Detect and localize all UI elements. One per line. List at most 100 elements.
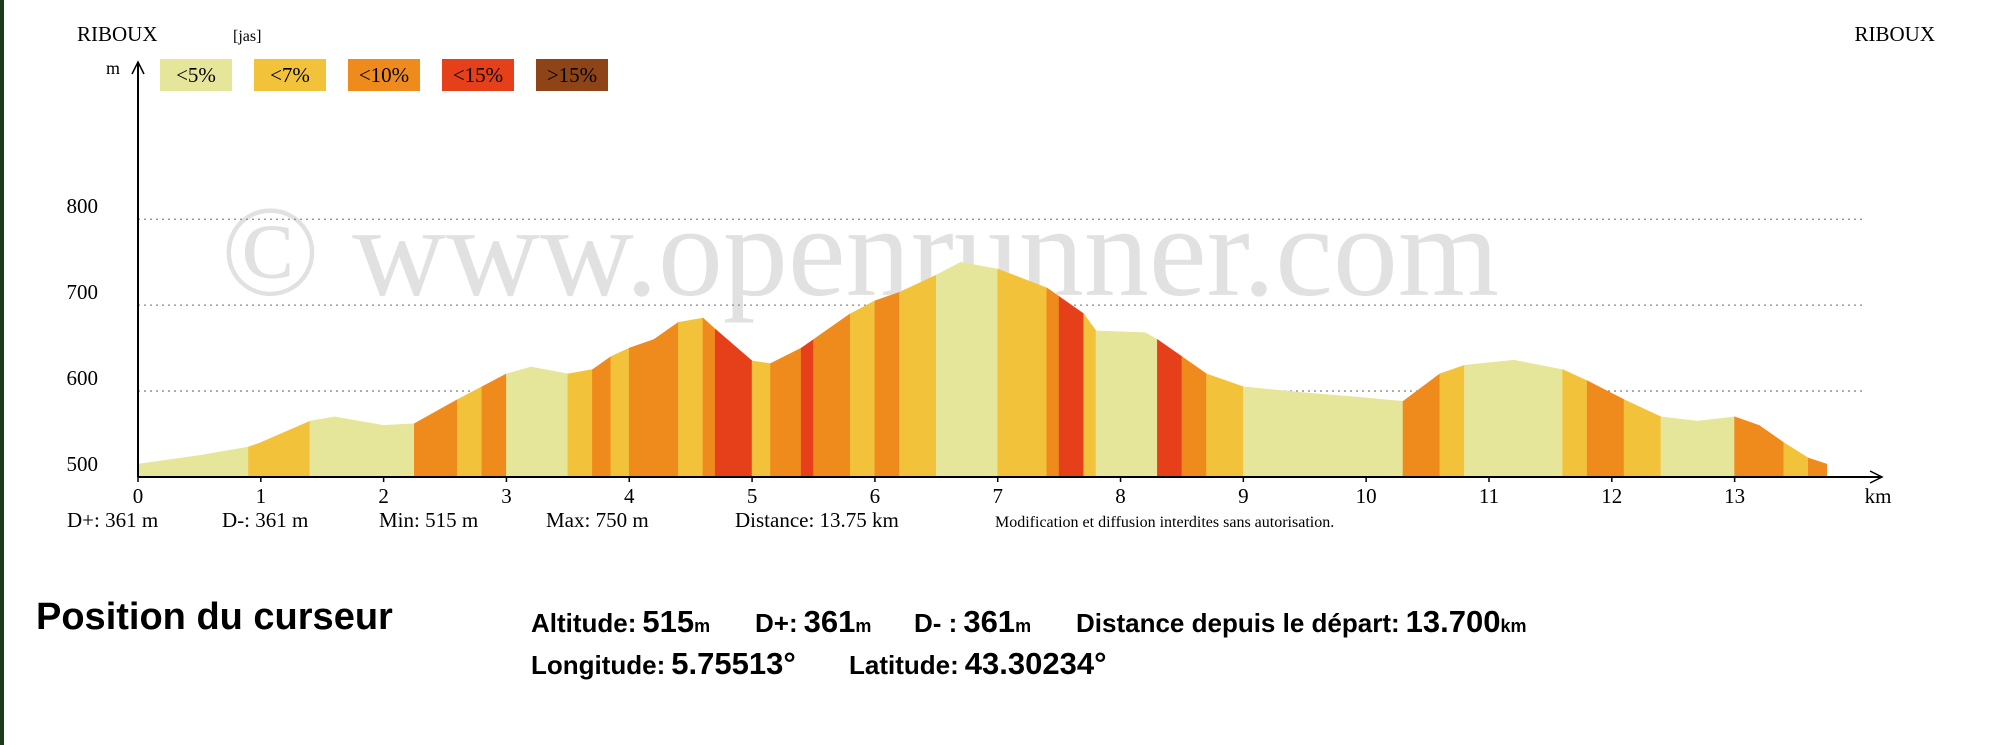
stat: D-: 361 m xyxy=(222,508,308,532)
cursor-title: Position du curseur xyxy=(36,596,393,638)
stat: Min: 515 m xyxy=(379,508,478,532)
slope-segment xyxy=(457,386,483,478)
field-value: 515 xyxy=(642,604,695,639)
slope-segment xyxy=(960,261,999,478)
notice: Modification et diffusion interdites san… xyxy=(995,514,1334,531)
legend-swatch xyxy=(254,59,326,91)
x-tick-label: 12 xyxy=(1601,484,1622,508)
legend-label: <7% xyxy=(270,63,310,87)
field-value: 13.700 xyxy=(1405,604,1501,639)
slope-segment xyxy=(1562,369,1588,478)
slope-segment xyxy=(1464,359,1514,478)
slope-segment xyxy=(610,347,630,478)
cursor-field: D- :361m xyxy=(914,604,1031,640)
cursor-field: Latitude: 43.30234° xyxy=(849,646,1106,682)
legend-label: <10% xyxy=(359,63,409,87)
slope-segment xyxy=(530,366,569,478)
slope-segment xyxy=(1513,359,1563,478)
x-tick-label: 3 xyxy=(501,484,512,508)
slope-segment xyxy=(1402,373,1441,478)
cursor-field: Distance depuis le départ: 13.700km xyxy=(1076,604,1527,640)
slope-segment xyxy=(628,339,655,478)
elevation-chart: © www.openrunner.com RIBOUX [jas] RIBOUX… xyxy=(67,22,1936,532)
slope-segment xyxy=(813,313,851,478)
field-label: Altitude: xyxy=(531,608,637,638)
slope-segment xyxy=(770,347,802,478)
y-tick-label: 800 xyxy=(67,194,99,218)
slope-segment xyxy=(936,261,962,478)
y-axis-arrow xyxy=(131,60,145,75)
x-tick-label: 6 xyxy=(870,484,881,508)
y-tick-label: 500 xyxy=(67,452,99,476)
slope-segment xyxy=(1365,397,1404,478)
slope-segment xyxy=(199,446,249,478)
slope-segment xyxy=(800,338,814,478)
legend-swatch xyxy=(348,59,420,91)
field-unit: m xyxy=(855,616,872,636)
slope-segment xyxy=(1181,356,1207,478)
slope-segment xyxy=(1144,332,1158,478)
field-label: Distance depuis le départ: xyxy=(1076,608,1400,638)
field-value: 43.30234° xyxy=(964,646,1107,681)
slope-segment xyxy=(1783,442,1809,478)
cursor-field: Altitude: 515m xyxy=(531,604,710,640)
x-axis-arrow xyxy=(1869,470,1884,484)
field-value: 361 xyxy=(963,604,1016,639)
x-tick-label: 11 xyxy=(1479,484,1499,508)
x-tick-label: 1 xyxy=(256,484,267,508)
slope-segment xyxy=(137,455,200,478)
slope-segment xyxy=(653,321,679,478)
slope-segment xyxy=(309,416,335,478)
slope-segment xyxy=(1758,424,1785,478)
slope-segment xyxy=(714,328,753,478)
stat: Distance: 13.75 km xyxy=(735,508,899,532)
legend-label: <5% xyxy=(176,63,216,87)
slope-segment xyxy=(1095,330,1146,478)
slope-segment xyxy=(592,356,612,478)
end-label: RIBOUX xyxy=(1854,22,1935,46)
legend-swatch xyxy=(160,59,232,91)
activity: [jas] xyxy=(233,28,261,45)
field-label: Longitude: xyxy=(531,650,666,680)
slope-segment xyxy=(1439,364,1465,478)
slope-segment xyxy=(1046,287,1060,478)
x-tick-label: 0 xyxy=(133,484,144,508)
x-tick-label: 7 xyxy=(992,484,1003,508)
x-tick-label: 9 xyxy=(1238,484,1249,508)
slope-segment xyxy=(899,274,937,478)
y-axis-label: m xyxy=(106,58,120,78)
slope-segment xyxy=(1660,416,1699,478)
field-unit: m xyxy=(694,616,711,636)
field-value: 361 xyxy=(803,604,856,639)
slope-segment xyxy=(414,399,458,478)
field-value: 5.75513° xyxy=(671,646,796,681)
x-axis-label: km xyxy=(1865,484,1892,508)
slope-segment xyxy=(1623,399,1662,478)
stat: Max: 750 m xyxy=(546,508,649,532)
slope-segment xyxy=(751,360,771,478)
y-tick-label: 600 xyxy=(67,366,99,390)
slope-segment xyxy=(1734,416,1760,478)
field-unit: m xyxy=(1015,616,1032,636)
y-tick-label: 700 xyxy=(67,280,99,304)
x-tick-label: 5 xyxy=(747,484,758,508)
slope-segment xyxy=(334,416,384,478)
x-tick-label: 2 xyxy=(378,484,389,508)
slope-segment xyxy=(1083,312,1097,478)
window-edge xyxy=(0,0,4,745)
slope-segment xyxy=(678,317,704,478)
x-tick-label: 8 xyxy=(1115,484,1126,508)
slope-segment xyxy=(567,369,593,478)
slope-segment xyxy=(260,420,311,478)
slope-segment xyxy=(702,317,716,478)
field-label: D- : xyxy=(914,608,958,638)
slope-segment xyxy=(1586,380,1625,478)
slope-segment xyxy=(383,423,415,478)
legend-label: <15% xyxy=(453,63,503,87)
profile xyxy=(137,261,1828,478)
slope-segment xyxy=(874,291,900,478)
slope-segment xyxy=(997,268,1048,478)
slope-segment xyxy=(1243,386,1306,478)
slope-segment xyxy=(1157,338,1183,478)
